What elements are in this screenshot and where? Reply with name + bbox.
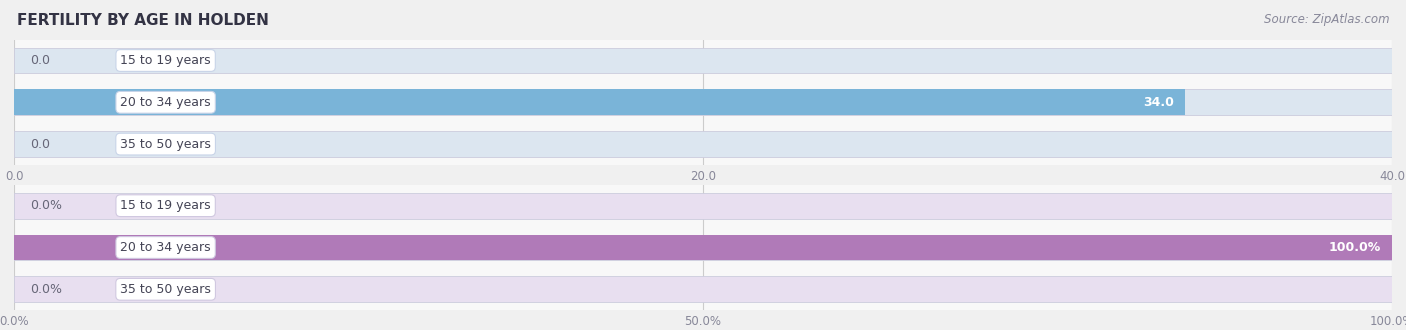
Text: 100.0%: 100.0% (1329, 241, 1381, 254)
Bar (14, 48, 1392, 74)
Text: 0.0: 0.0 (31, 54, 51, 67)
Bar (14, 235, 1392, 260)
Bar (14, 89, 1185, 115)
Text: 34.0: 34.0 (1143, 96, 1174, 109)
Text: 0.0%: 0.0% (31, 283, 63, 296)
Text: 0.0: 0.0 (31, 138, 51, 150)
Text: Source: ZipAtlas.com: Source: ZipAtlas.com (1264, 13, 1389, 26)
Bar (14, 235, 1392, 260)
Bar (14, 131, 1392, 157)
Bar (14, 89, 1392, 115)
Text: FERTILITY BY AGE IN HOLDEN: FERTILITY BY AGE IN HOLDEN (17, 13, 269, 28)
Text: 35 to 50 years: 35 to 50 years (120, 138, 211, 150)
Text: 15 to 19 years: 15 to 19 years (121, 54, 211, 67)
Text: 20 to 34 years: 20 to 34 years (121, 241, 211, 254)
Text: 15 to 19 years: 15 to 19 years (121, 199, 211, 212)
Bar (14, 276, 1392, 302)
Text: 20 to 34 years: 20 to 34 years (121, 96, 211, 109)
Bar (14, 193, 1392, 219)
Text: 35 to 50 years: 35 to 50 years (120, 283, 211, 296)
Text: 0.0%: 0.0% (31, 199, 63, 212)
